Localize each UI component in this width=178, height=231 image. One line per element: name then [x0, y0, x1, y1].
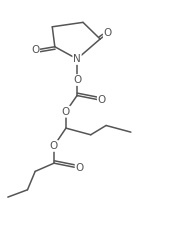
Text: O: O: [73, 75, 81, 85]
Text: O: O: [75, 163, 84, 173]
Text: O: O: [98, 95, 106, 105]
Text: O: O: [104, 28, 112, 38]
Text: N: N: [73, 54, 81, 64]
Text: O: O: [50, 141, 58, 151]
Text: O: O: [31, 45, 39, 55]
Text: O: O: [62, 106, 70, 116]
